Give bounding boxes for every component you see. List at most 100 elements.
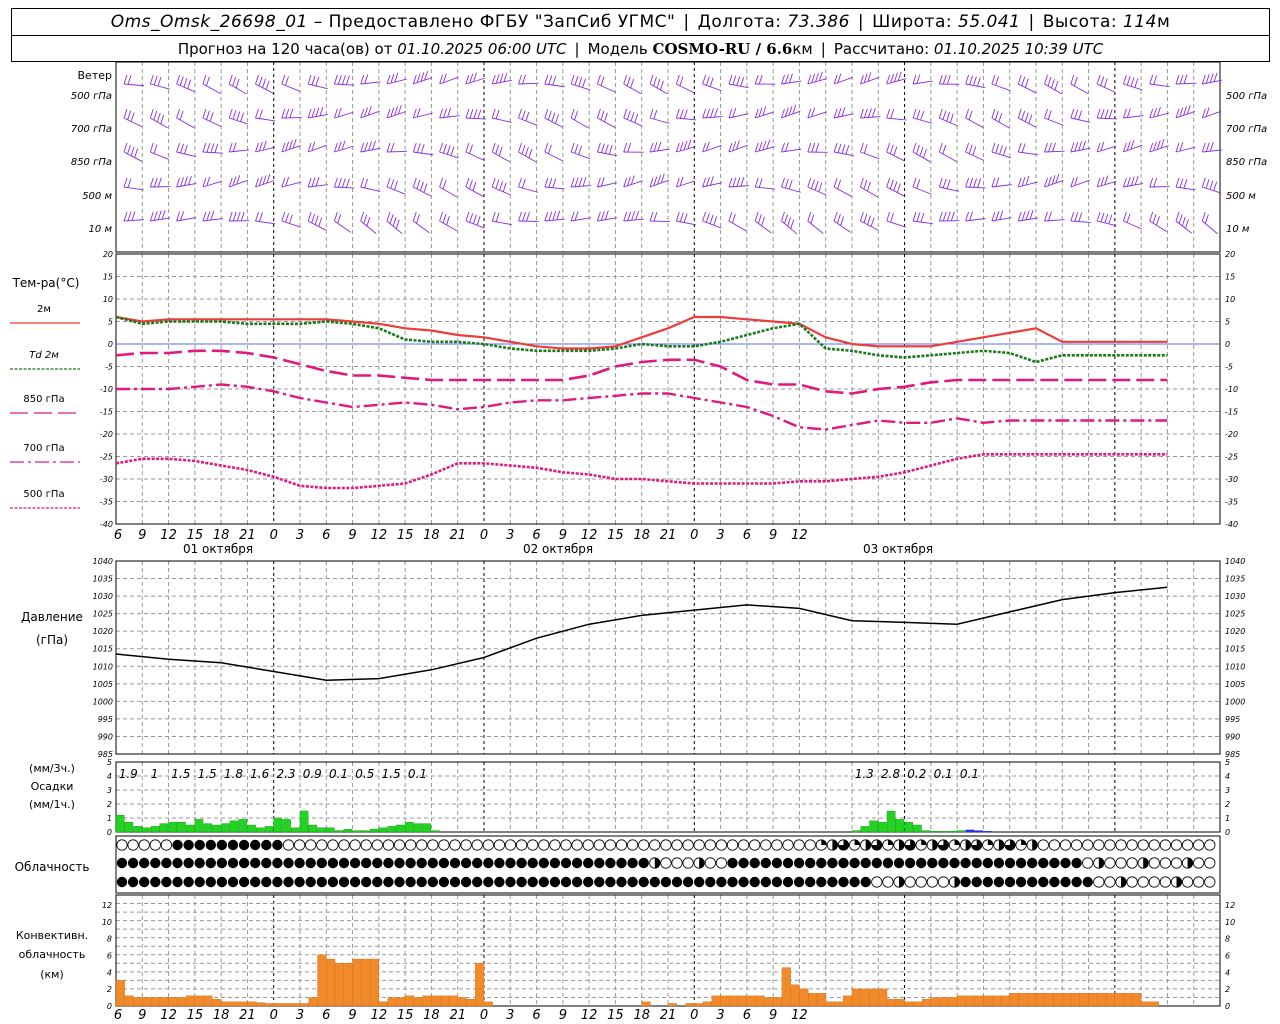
conv-bar: [720, 995, 730, 1007]
wind-level-label: 10 м: [89, 224, 113, 235]
conv-bar: [475, 963, 485, 1007]
conv-time-tick: 18: [213, 1008, 230, 1023]
pressure-tick-left: 1020: [93, 627, 113, 636]
precip-bar: [422, 823, 432, 833]
date-label: 02 октября: [523, 542, 593, 556]
temp-time-tick: 12: [371, 528, 388, 543]
precip-bar: [387, 826, 396, 833]
conv-bar: [1053, 993, 1063, 1007]
pressure-panel-grid: [116, 561, 1220, 754]
conv-bar: [177, 997, 187, 1007]
conv-bar: [1132, 993, 1142, 1007]
conv-bar: [299, 1003, 309, 1007]
conv-bar: [308, 997, 318, 1007]
model-name: COSMO-RU / 6.6: [652, 39, 793, 58]
conv-time-tick: 6: [114, 1008, 122, 1023]
conv-bar: [1027, 993, 1037, 1007]
conv-bar: [413, 997, 423, 1007]
calc-label: Рассчитано:: [833, 39, 930, 58]
temp-time-tick: 18: [633, 528, 650, 543]
precip-bar: [851, 830, 861, 833]
temp-time-tick: 15: [397, 528, 414, 543]
precip-bar: [212, 824, 221, 833]
temp-time-tick: 3: [506, 528, 514, 543]
pressure-tick-left: 985: [98, 750, 113, 759]
precip-bar: [369, 829, 379, 833]
conv-bar: [746, 995, 756, 1007]
conv-unit: (км): [40, 968, 64, 981]
temp-time-tick: 15: [607, 528, 624, 543]
provider: – Предоставлено ФГБУ "ЗапСиб УГМС": [313, 12, 676, 32]
precip-3h-label: 1.9: [119, 767, 138, 781]
temp-tick-left: -40: [100, 520, 113, 529]
precip-tick-right: 3: [1225, 786, 1230, 795]
conv-bar: [992, 995, 1002, 1007]
precip-tick-left: 1: [107, 814, 112, 823]
temp-time-tick: 0: [270, 528, 278, 543]
precip-3h-label: 0.1: [408, 767, 427, 781]
temp-tick-right: -40: [1225, 520, 1238, 529]
conv-bar: [1035, 993, 1045, 1007]
pressure-tick-left: 995: [98, 715, 113, 724]
calc-time: 01.10.2025 10:39 UTC: [933, 39, 1104, 58]
temp-time-tick: 9: [348, 528, 356, 543]
conv-bar: [133, 997, 143, 1007]
temp-time-tick: 3: [716, 528, 724, 543]
precip-bar: [194, 819, 204, 833]
conv-bar: [1105, 993, 1116, 1007]
conv-bar: [702, 1001, 712, 1007]
conv-tick-left: 2: [107, 985, 112, 994]
wind-barbs: [123, 70, 1223, 235]
conv-bar: [378, 1001, 388, 1007]
conv-time-tick: 6: [322, 1008, 330, 1023]
conv-time-tick: 0: [690, 1008, 698, 1023]
conv-bar: [816, 993, 826, 1007]
precip-tick-left: 0: [107, 828, 112, 837]
conv-time-tick: 6: [743, 1008, 751, 1023]
conv-tick-left: 0: [107, 1002, 112, 1011]
conv-bar: [352, 958, 362, 1007]
conv-bar: [781, 967, 791, 1007]
precip-bar: [983, 831, 992, 833]
temp-time-tick: 12: [581, 528, 598, 543]
conv-tick-right: 0: [1225, 1002, 1230, 1011]
forecast-label: Прогноз на 120 часа(ов) от: [177, 39, 393, 58]
conv-bar: [440, 995, 450, 1007]
lat-value: 55.041: [958, 12, 1021, 32]
station-id: Oms_Omsk_26698_01: [110, 12, 308, 32]
lon-value: 73.386: [787, 12, 850, 32]
conv-bar: [1070, 993, 1080, 1007]
precip-tick-left: 4: [107, 772, 112, 781]
pressure-unit: (гПа): [36, 633, 68, 647]
precip-bar: [124, 822, 134, 833]
precip-3h-label: 1.8: [224, 767, 243, 781]
conv-bar: [317, 954, 327, 1007]
conv-time-tick: 21: [239, 1008, 256, 1023]
precip-bar: [965, 829, 975, 833]
conv-tick-left: 4: [107, 968, 112, 977]
conv-title-2: облачность: [19, 948, 86, 961]
temp-tick-left: 5: [108, 318, 113, 327]
precip-bar: [177, 822, 186, 833]
conv-bar: [159, 997, 169, 1007]
conv-bar: [212, 999, 222, 1007]
pressure-tick-right: 1025: [1225, 610, 1245, 619]
model-label: Модель: [587, 39, 648, 58]
pressure-tick-left: 1005: [93, 680, 113, 689]
precip-3h-label: 0.1: [934, 767, 953, 781]
conv-bar: [124, 995, 134, 1007]
conv-tick-right: 10: [1225, 918, 1235, 927]
temp-tick-right: -30: [1225, 475, 1238, 484]
precip-tick-right: 0: [1225, 828, 1230, 837]
precip-bar: [185, 824, 195, 833]
temp-time-tick: 6: [532, 528, 540, 543]
cloud-frame: [115, 835, 1221, 894]
temp-legend-label: 500 гПа: [23, 489, 64, 500]
pressure-tick-left: 1010: [93, 662, 113, 671]
temp-series-1: [115, 315, 1168, 364]
pressure-panel-frame: [115, 560, 1221, 755]
wind-level-label-right: 500 м: [1226, 191, 1256, 202]
precip-unit-1h: (мм/1ч.): [29, 798, 75, 811]
conv-bar: [291, 1003, 301, 1007]
temp-time-tick: 0: [480, 528, 488, 543]
